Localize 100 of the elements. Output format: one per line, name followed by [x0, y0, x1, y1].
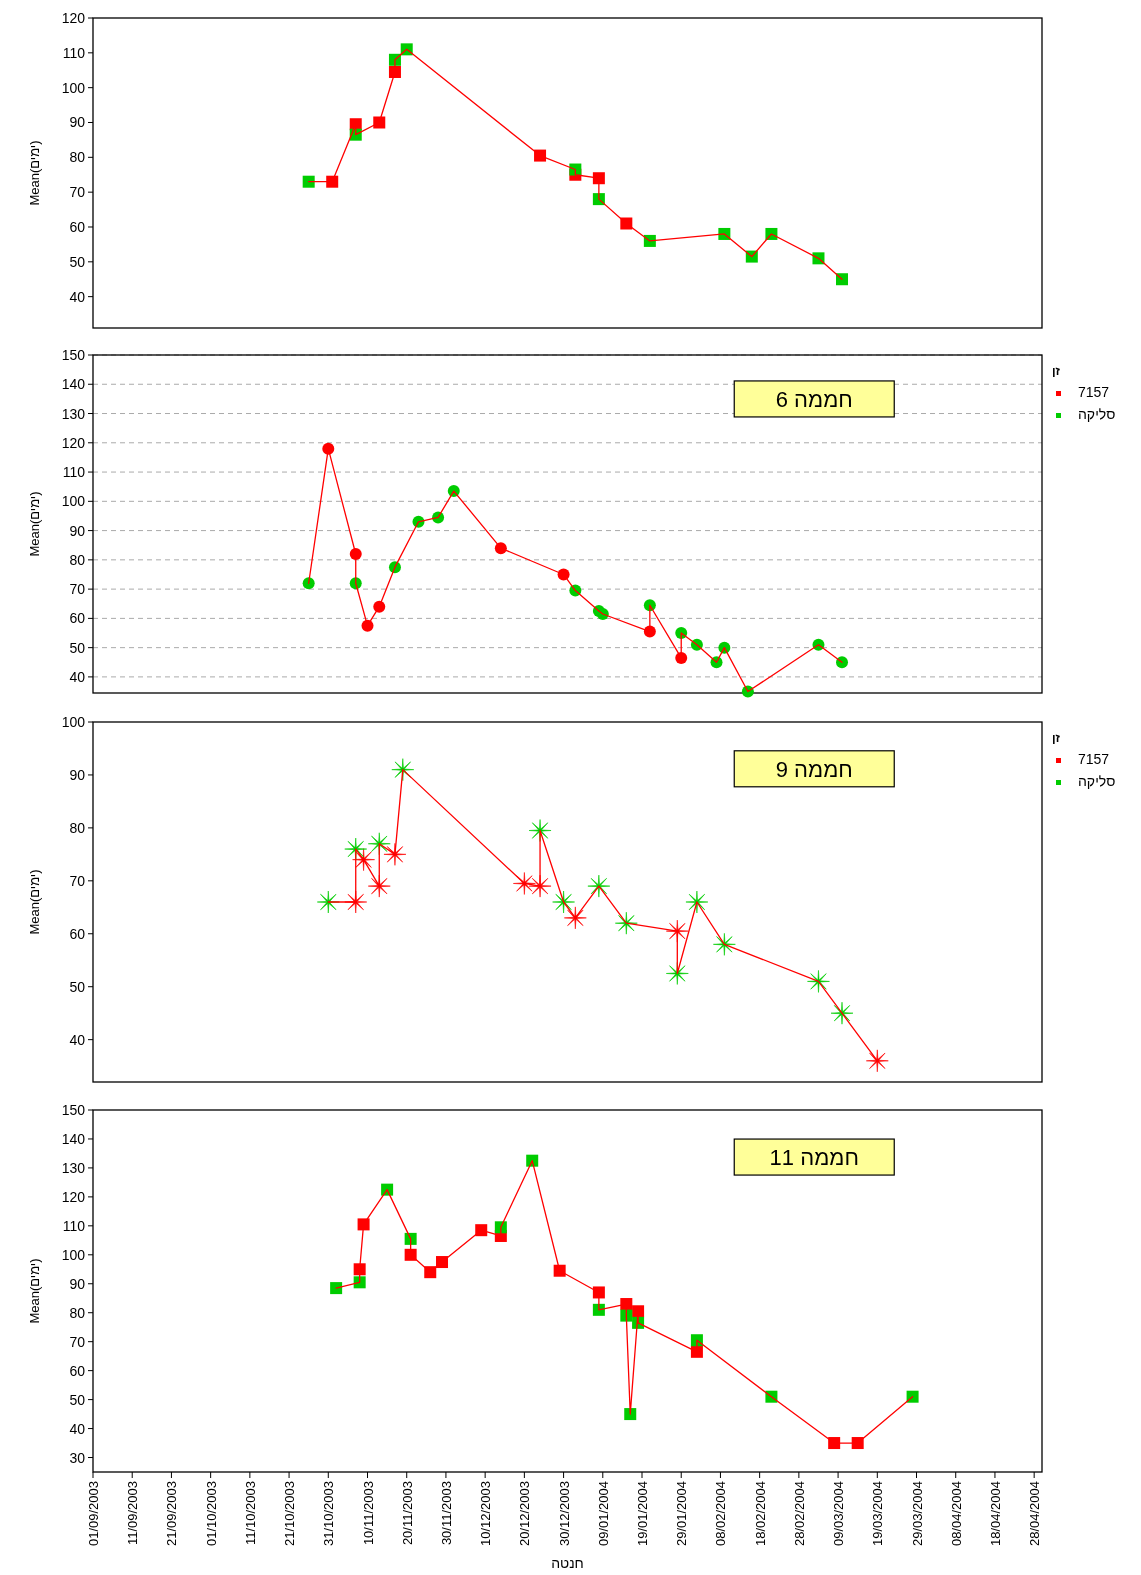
y-tick-label: 120 — [61, 10, 86, 26]
annotation-box: חממה 11 — [733, 1138, 895, 1176]
legend-label: סליקה — [1078, 406, 1116, 422]
y-tick-label: 100 — [61, 1246, 86, 1263]
y-tick-label: 140 — [61, 1130, 86, 1147]
y-tick-label: 40 — [69, 288, 86, 305]
y-tick-label: 50 — [69, 639, 86, 656]
point — [302, 175, 315, 188]
legend-title: זן — [1052, 731, 1061, 745]
x-tick-label: 31/10/2003 — [321, 1481, 337, 1547]
point — [344, 890, 368, 914]
x-tick-label: 29/01/2004 — [674, 1481, 690, 1547]
x-tick-label: 10/12/2003 — [478, 1481, 494, 1547]
x-tick-label: 19/03/2004 — [870, 1481, 886, 1547]
x-tick-label: 30/11/2003 — [438, 1481, 454, 1546]
y-tick-label: 150 — [61, 347, 86, 363]
y-tick-label: 60 — [69, 218, 86, 235]
point — [353, 1276, 366, 1289]
x-tick-label: 10/11/2003 — [360, 1481, 376, 1546]
y-axis-title: Mean(ימים) — [27, 491, 42, 557]
y-tick-label: 110 — [62, 44, 86, 61]
point — [624, 1408, 637, 1421]
y-tick-label: 90 — [69, 766, 86, 783]
point — [620, 1309, 633, 1322]
point — [620, 1298, 633, 1311]
y-axis-title: Mean(ימים) — [27, 869, 42, 935]
y-tick-label: 40 — [69, 668, 86, 685]
annotation-box: חממה 6 — [733, 380, 895, 418]
point — [513, 872, 536, 895]
y-axis-title: Mean(ימים) — [27, 1258, 42, 1324]
x-tick-label: 09/01/2004 — [595, 1481, 611, 1547]
point — [564, 906, 587, 930]
y-tick-label: 90 — [69, 1275, 86, 1292]
y-tick-label: 130 — [61, 1159, 86, 1176]
y-tick-label: 80 — [69, 551, 86, 568]
point — [367, 874, 391, 898]
x-tick-label: 11/10/2003 — [242, 1481, 258, 1546]
y-tick-label: 110 — [62, 1217, 86, 1234]
annotation: חממה 6 — [775, 386, 853, 412]
x-tick-label: 08/04/2004 — [948, 1481, 964, 1547]
x-tick-label: 09/03/2004 — [831, 1481, 847, 1547]
y-tick-label: 40 — [69, 1031, 86, 1048]
point — [632, 1305, 645, 1318]
x-tick-label: 19/01/2004 — [635, 1481, 651, 1547]
point — [330, 1282, 343, 1295]
y-tick-label: 150 — [61, 1102, 86, 1118]
y-tick-label: 60 — [69, 610, 86, 627]
point — [666, 919, 689, 943]
x-tick-label: 20/12/2003 — [517, 1481, 533, 1547]
y-tick-label: 70 — [69, 184, 86, 201]
y-tick-label: 60 — [69, 1362, 86, 1379]
x-tick-label: 20/11/2003 — [399, 1481, 415, 1546]
x-tick-label: 01/10/2003 — [203, 1481, 219, 1547]
x-tick-label: 08/02/2004 — [713, 1481, 729, 1547]
y-tick-label: 70 — [69, 1333, 86, 1350]
point — [302, 577, 315, 590]
point — [352, 848, 375, 871]
y-tick-label: 100 — [61, 493, 86, 510]
y-tick-label: 40 — [69, 1420, 86, 1437]
x-tick-label: 29/03/2004 — [909, 1481, 925, 1547]
point — [836, 656, 848, 669]
x-tick-label: 21/09/2003 — [164, 1481, 180, 1547]
x-tick-label: 30/12/2003 — [556, 1481, 572, 1547]
y-tick-label: 70 — [69, 581, 86, 598]
y-tick-label: 140 — [61, 376, 86, 393]
y-tick-label: 80 — [69, 1304, 86, 1321]
y-tick-label: 90 — [69, 114, 86, 131]
y-tick-label: 50 — [69, 1391, 86, 1408]
x-tick-label: 28/02/2004 — [791, 1481, 807, 1547]
y-tick-label: 80 — [69, 149, 86, 166]
x-axis-title: חנטה — [551, 1555, 584, 1571]
y-axis-title: Mean(ימים) — [27, 140, 42, 206]
x-tick-label: 28/04/2004 — [1027, 1481, 1043, 1547]
y-tick-label: 50 — [69, 253, 86, 270]
legend-label: 7157 — [1078, 384, 1110, 400]
legend-label: 7157 — [1078, 751, 1110, 767]
y-tick-label: 30 — [69, 1449, 86, 1466]
x-tick-label: 18/04/2004 — [987, 1481, 1003, 1547]
y-tick-label: 80 — [69, 819, 86, 836]
point — [836, 273, 848, 286]
x-tick-label: 01/09/2003 — [86, 1481, 101, 1547]
x-tick-label: 21/10/2003 — [282, 1481, 298, 1547]
y-tick-label: 110 — [62, 464, 86, 481]
annotation: חממה 9 — [775, 756, 853, 782]
point — [906, 1390, 919, 1403]
annotation-box: חממה 9 — [733, 750, 895, 788]
legend-label: סליקה — [1078, 773, 1116, 789]
y-tick-label: 120 — [61, 434, 86, 451]
point — [326, 175, 339, 188]
point — [383, 843, 407, 866]
legend-title: זן — [1052, 364, 1061, 378]
annotation: חממה 11 — [769, 1145, 859, 1171]
y-tick-label: 100 — [61, 714, 86, 730]
y-tick-label: 130 — [61, 405, 86, 422]
y-tick-label: 90 — [69, 522, 86, 539]
point — [866, 1049, 889, 1073]
x-tick-label: 11/09/2003 — [125, 1481, 141, 1546]
y-tick-label: 120 — [61, 1188, 86, 1205]
y-tick-label: 50 — [69, 978, 86, 995]
y-tick-label: 60 — [69, 925, 86, 942]
